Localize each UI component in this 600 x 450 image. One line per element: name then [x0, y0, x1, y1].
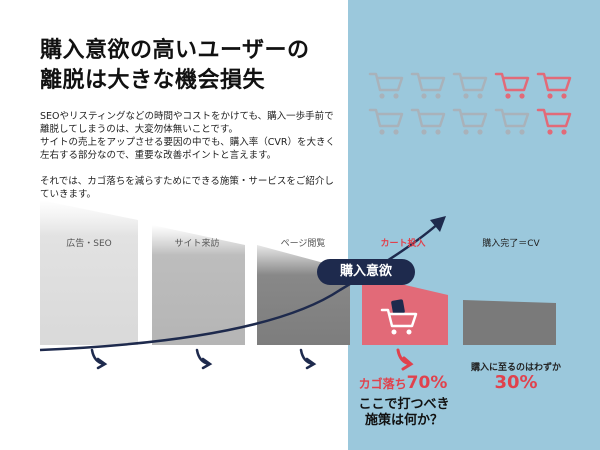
cart-abandon-stat: カゴ落ち70%	[357, 373, 449, 393]
cart-icons	[368, 72, 572, 135]
shopping-cart-icon	[368, 72, 404, 99]
body-paragraph-3: それでは、カゴ落ちを減らすためにできる施策・サービスをご紹介していきます。	[40, 176, 334, 200]
cart-abandon-label: カゴ落ち	[358, 377, 407, 391]
stage-label-4: カート投入	[380, 239, 426, 249]
shopping-cart-icon	[452, 108, 488, 135]
shopping-cart-icon	[452, 72, 488, 99]
stage-label-5: 購入完了＝CV	[482, 239, 540, 249]
arrow-down-red-icon	[396, 348, 414, 371]
body-paragraph-2: サイトの売上をアップさせる要因の中でも、購入率（CVR）を大きく左右する部分なの…	[40, 137, 335, 161]
conversion-value: 30%	[494, 372, 538, 393]
conversion-label: 購入に至るのはわずか	[470, 363, 561, 373]
stage-label-3: ページ閲覧	[280, 239, 326, 249]
body-text: SEOやリスティングなどの時間やコストをかけても、購入一歩手前で離脱してしまうの…	[40, 110, 340, 201]
stage-label-2: サイト来訪	[174, 239, 220, 249]
slide-title: 購入意欲の高いユーザーの 離脱は大きな機会損失	[40, 36, 360, 96]
question-line-2: 施策は何か？	[364, 413, 443, 428]
shopping-cart-icon	[494, 72, 530, 99]
highlight-panel	[348, 0, 600, 450]
arrow-down-right-icon	[90, 348, 317, 370]
stage-bar-4	[362, 275, 448, 345]
stage-label-1: 広告・SEO	[66, 239, 112, 249]
shopping-cart-icon	[380, 299, 418, 335]
shopping-cart-icon	[410, 72, 446, 99]
shopping-cart-icon	[494, 108, 530, 135]
title-line-1: 購入意欲の高いユーザーの	[40, 38, 310, 63]
purchase-intent-curve	[39, 221, 441, 352]
shopping-cart-icon	[368, 108, 404, 135]
cart-icon-grid	[368, 70, 588, 140]
stage-bar-5	[463, 300, 556, 345]
body-paragraph-1: SEOやリスティングなどの時間やコストをかけても、購入一歩手前で離脱してしまうの…	[40, 111, 334, 135]
question-text: ここで打つべき 施策は何か？	[352, 397, 456, 429]
stage-bar-1	[40, 200, 138, 345]
title-line-2: 離脱は大きな機会損失	[40, 68, 266, 93]
shopping-cart-icon	[536, 108, 572, 135]
cart-abandon-value: 70%	[406, 373, 448, 393]
arrow-up-right-icon	[430, 216, 446, 232]
shopping-cart-icon	[536, 72, 572, 99]
stage-bar-2	[152, 225, 245, 345]
purchase-intent-badge: 購入意欲	[317, 259, 415, 285]
question-line-1: ここで打つべき	[358, 397, 450, 412]
shopping-cart-icon	[410, 108, 446, 135]
